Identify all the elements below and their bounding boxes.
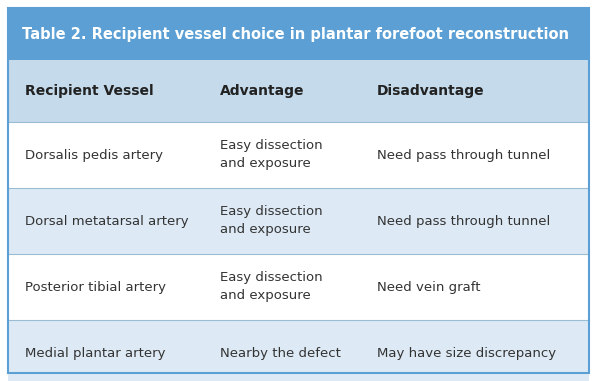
Bar [8, 320, 589, 381]
Text: Need pass through tunnel: Need pass through tunnel [377, 215, 550, 227]
Text: Need pass through tunnel: Need pass through tunnel [377, 149, 550, 162]
Text: Medial plantar artery: Medial plantar artery [26, 346, 166, 360]
Text: Easy dissection
and exposure: Easy dissection and exposure [220, 205, 323, 237]
Text: Need vein graft: Need vein graft [377, 280, 481, 293]
Text: Recipient Vessel: Recipient Vessel [26, 84, 154, 98]
Text: Easy dissection
and exposure: Easy dissection and exposure [220, 139, 323, 171]
Bar [8, 122, 589, 188]
Text: Table 2. Recipient vessel choice in plantar forefoot reconstruction: Table 2. Recipient vessel choice in plan… [22, 27, 569, 42]
Text: Easy dissection
and exposure: Easy dissection and exposure [220, 272, 323, 303]
Text: Dorsal metatarsal artery: Dorsal metatarsal artery [26, 215, 189, 227]
Text: Nearby the defect: Nearby the defect [220, 346, 341, 360]
Text: Dorsalis pedis artery: Dorsalis pedis artery [26, 149, 164, 162]
Bar [8, 8, 589, 60]
Bar [8, 188, 589, 254]
Text: Disadvantage: Disadvantage [377, 84, 485, 98]
Text: Advantage: Advantage [220, 84, 304, 98]
Text: May have size discrepancy: May have size discrepancy [377, 346, 556, 360]
Bar [8, 60, 589, 122]
Bar [8, 254, 589, 320]
Text: Posterior tibial artery: Posterior tibial artery [26, 280, 167, 293]
